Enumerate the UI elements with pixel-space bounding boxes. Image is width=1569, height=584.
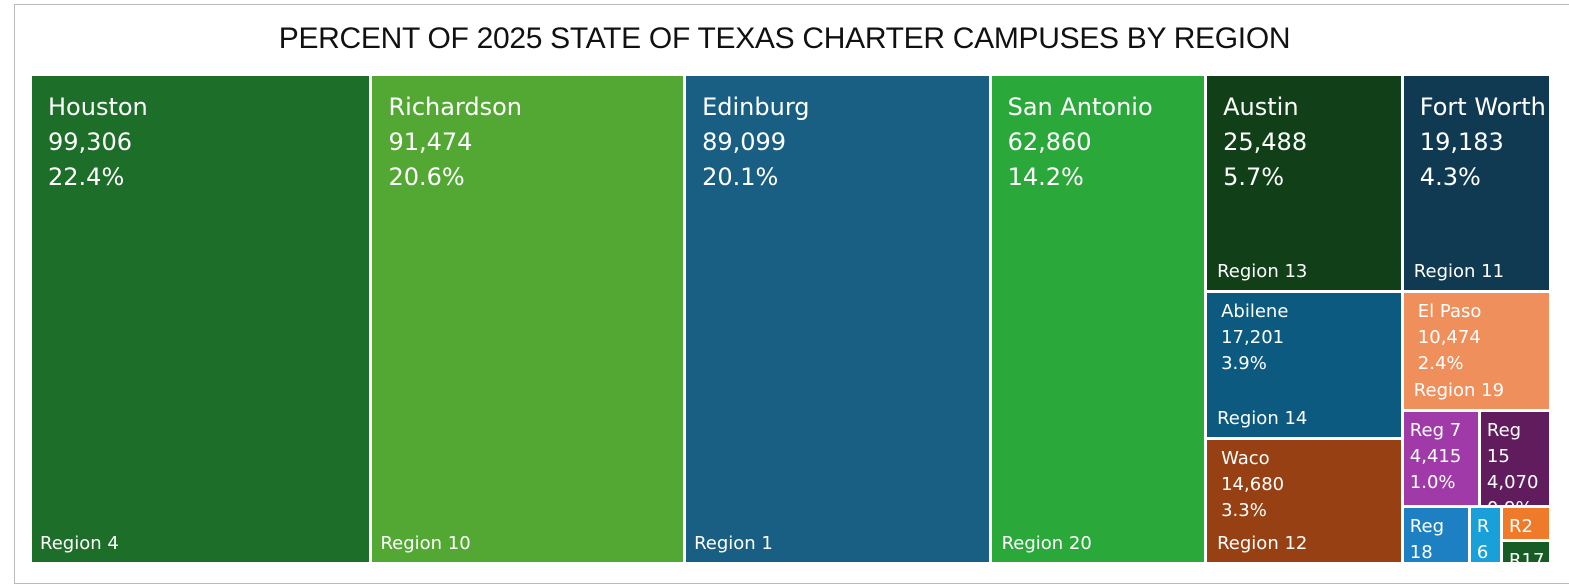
tile-percent: 20.1%: [702, 162, 779, 191]
tile: Abilene 17,201 3.9% Region 14: [1207, 293, 1401, 437]
tile-region: Region 1: [694, 533, 773, 554]
tile-value: 4,415: [1409, 445, 1462, 467]
tile-text: El Paso 10,474 2.4%: [1418, 299, 1547, 377]
tile-text: Waco 14,680 3.3%: [1221, 446, 1399, 524]
tile-value: 99,306: [48, 127, 132, 156]
tile-name: R2: [1508, 515, 1533, 537]
tile-percent: 4.3%: [1419, 162, 1481, 191]
tile-percent: 1.0%: [1409, 471, 1456, 493]
tile: Fort Worth 19,183 4.3% Region 11: [1403, 76, 1549, 291]
tile-value: 19,183: [1419, 127, 1504, 156]
tile-text: Richardson 91,474 20.6%: [388, 90, 681, 194]
tile: Houston 99,306 22.4% Region 4: [32, 76, 370, 562]
tile-region: Region 11: [1413, 261, 1505, 283]
tile-value: 17,201: [1221, 327, 1285, 349]
tile-name: Richardson: [388, 93, 523, 121]
tile-text: Edinburg 89,099 20.1%: [702, 90, 986, 194]
tile-text: R 6: [1477, 514, 1498, 562]
tile-text: Houston 99,306 22.4%: [48, 90, 367, 194]
tile-name: R 6: [1476, 515, 1490, 562]
tile: Reg 15 4,070 0.9%: [1480, 411, 1549, 505]
tile-text: R17: [1509, 548, 1547, 562]
tile-percent: 2.4%: [1417, 353, 1464, 375]
tile: Austin 25,488 5.7% Region 13: [1207, 76, 1401, 291]
tile-percent: 22.4%: [48, 162, 125, 191]
tile-text: Reg 7 4,415 1.0%: [1410, 418, 1476, 496]
tile-value: 14,680: [1221, 473, 1285, 495]
tile-text: San Antonio 62,860 14.2%: [1008, 90, 1203, 194]
tile-value: 25,488: [1223, 127, 1308, 156]
tile-percent: 0.9%: [1487, 496, 1547, 505]
tile-region: Region 10: [380, 533, 471, 554]
tile-region: Region 19: [1413, 379, 1505, 401]
tile-region: Region 20: [1001, 533, 1092, 554]
tile: R 6: [1470, 507, 1500, 562]
chart-title: PERCENT OF 2025 STATE OF TEXAS CHARTER C…: [278, 22, 1291, 55]
tile-name: Fort Worth: [1419, 93, 1546, 121]
tile-value: 4,070: [1486, 471, 1539, 493]
tile-name: Waco: [1221, 447, 1270, 469]
tile-value: 91,474: [388, 127, 473, 156]
tile-name: Abilene: [1221, 301, 1289, 323]
tile-text: R2: [1509, 514, 1547, 539]
tile-name: Houston: [48, 93, 148, 121]
tile-text: Reg 18: [1410, 514, 1466, 562]
tile-name: R17: [1508, 549, 1545, 562]
tile-percent: 20.6%: [388, 162, 465, 191]
tile-region: Region 12: [1217, 532, 1308, 554]
tile-name: Edinburg: [702, 93, 810, 121]
treemap: Houston 99,306 22.4% Region 4 Richardson 91,4…: [32, 76, 1552, 565]
tile: Edinburg 89,099 20.1% Region 1: [686, 76, 989, 562]
tile: San Antonio 62,860 14.2% Region 20: [991, 76, 1205, 562]
tile-value: 62,860: [1007, 127, 1092, 156]
tile-percent: 3.3%: [1221, 500, 1267, 522]
tile-percent: 3.9%: [1221, 353, 1267, 375]
tile: R2: [1502, 507, 1549, 539]
tile: Reg 18: [1403, 507, 1468, 562]
tile-name: San Antonio: [1007, 93, 1153, 121]
tile-name: Reg 18: [1409, 515, 1444, 562]
tile-region: Region 14: [1217, 407, 1308, 429]
tile-text: Austin 25,488 5.7%: [1223, 90, 1399, 194]
tile-value: 10,474: [1417, 327, 1481, 349]
tile: R17: [1502, 541, 1549, 562]
tile: Reg 7 4,415 1.0%: [1403, 411, 1478, 505]
tile: Richardson 91,474 20.6% Region 10: [372, 76, 684, 562]
tile-text: Abilene 17,201 3.9%: [1221, 299, 1399, 377]
tile-percent: 14.2%: [1007, 162, 1084, 191]
tile: Waco 14,680 3.3% Region 12: [1207, 439, 1401, 562]
tile-value: 89,099: [702, 127, 787, 156]
tile-name: Reg 15: [1486, 419, 1522, 467]
tile-region: Region 4: [40, 533, 119, 554]
tile-name: Reg 7: [1409, 419, 1462, 441]
tile-name: El Paso: [1417, 301, 1482, 323]
tile-percent: 5.7%: [1223, 162, 1285, 191]
tile: El Paso 10,474 2.4% Region 19: [1403, 293, 1549, 409]
tile-name: Austin: [1223, 93, 1299, 121]
tile-text: Fort Worth 19,183 4.3%: [1420, 90, 1547, 194]
tile-text: Reg 15 4,070 0.9%: [1487, 418, 1547, 505]
tile-region: Region 13: [1217, 261, 1308, 283]
